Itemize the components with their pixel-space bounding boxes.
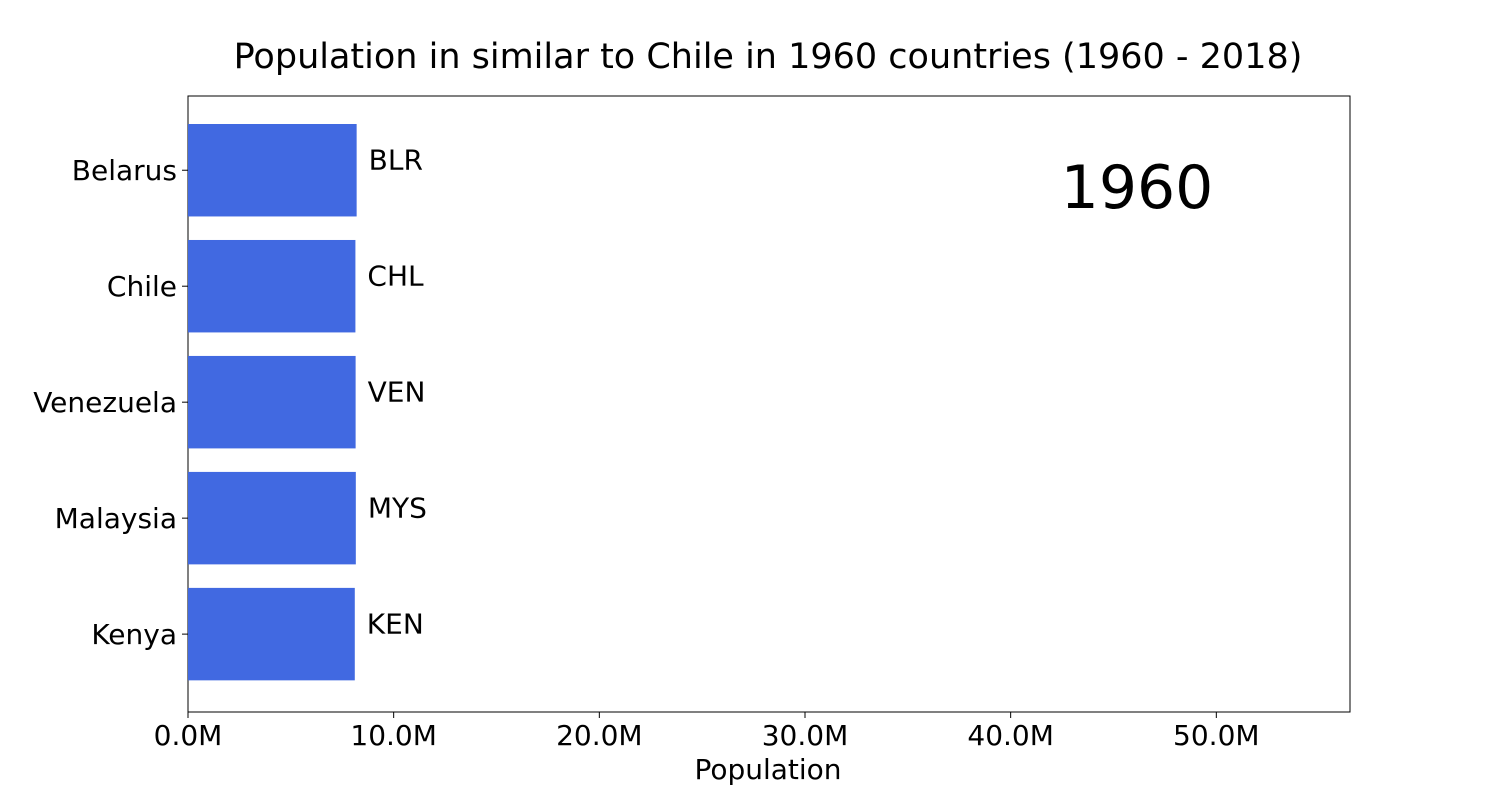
x-axis-ticks: 0.0M 10.0M 20.0M 30.0M 40.0M 50.0M xyxy=(154,712,1260,752)
bar-malaysia xyxy=(188,471,356,565)
bar-code-label-chile: CHL xyxy=(367,260,424,293)
x-axis-label: Population xyxy=(694,753,841,786)
y-tick-label-belarus: Belarus xyxy=(72,154,177,187)
chart-title: Population in similar to Chile in 1960 c… xyxy=(234,37,1303,77)
y-tick-label-venezuela: Venezuela xyxy=(33,386,177,419)
x-tick-label: 30.0M xyxy=(762,719,849,752)
x-tick-label: 50.0M xyxy=(1173,719,1260,752)
bar-code-label-venezuela: VEN xyxy=(368,376,426,409)
x-tick-label: 0.0M xyxy=(154,719,223,752)
x-tick-label: 40.0M xyxy=(967,719,1054,752)
bar-code-label-kenya: KEN xyxy=(367,608,424,641)
bar-code-label-malaysia: MYS xyxy=(368,492,427,525)
year-label: 1960 xyxy=(1061,153,1214,223)
bar-chile xyxy=(188,239,356,333)
bar-kenya xyxy=(188,587,355,681)
y-tick-label-kenya: Kenya xyxy=(91,618,177,651)
bar-belarus xyxy=(188,124,357,217)
bar-venezuela xyxy=(188,355,356,449)
y-tick-label-chile: Chile xyxy=(107,270,177,303)
y-tick-label-malaysia: Malaysia xyxy=(55,502,177,535)
bars-layer: BLR CHL VEN MYS KEN xyxy=(188,124,427,681)
x-tick-label: 20.0M xyxy=(556,719,643,752)
x-tick-label: 10.0M xyxy=(350,719,437,752)
y-axis-ticks: Belarus Chile Venezuela Malaysia Kenya xyxy=(33,154,188,651)
bar-code-label-belarus: BLR xyxy=(369,144,423,177)
